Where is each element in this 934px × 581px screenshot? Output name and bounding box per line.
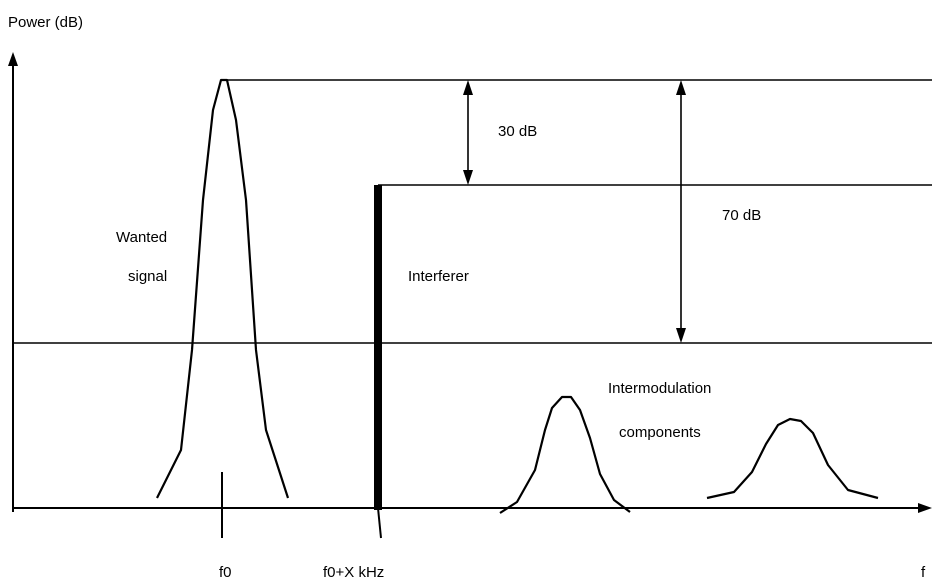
seventy-db-arrow (676, 80, 686, 343)
wanted-signal-curve (156, 78, 290, 499)
seventy-db-label: 70 dB (722, 207, 761, 224)
interferer-frequency-label: f0+X kHz (323, 564, 384, 581)
intermod-label-line2: components (619, 424, 701, 441)
thirty-db-label: 30 dB (498, 123, 537, 140)
intermod-label-line1: Intermodulation (608, 380, 711, 397)
interferer-bar (374, 185, 382, 510)
intermod-component-curve-2 (706, 417, 879, 500)
interferer-label: Interferer (408, 268, 469, 285)
y-axis (8, 52, 18, 512)
interferer-frequency-tick (377, 507, 382, 539)
y-axis-label: Power (dB) (8, 14, 83, 31)
wanted-signal-label-line1: Wanted (116, 229, 167, 246)
y-axis-arrowhead (8, 52, 18, 66)
x-axis-arrowhead (918, 503, 932, 513)
x-axis (13, 503, 932, 513)
intermod-component-curve-1 (499, 395, 631, 514)
thirty-db-arrow (463, 80, 473, 185)
x-axis-label: f (921, 564, 926, 581)
wanted-frequency-label: f0 (219, 564, 232, 581)
wanted-signal-label-line2: signal (128, 268, 167, 285)
